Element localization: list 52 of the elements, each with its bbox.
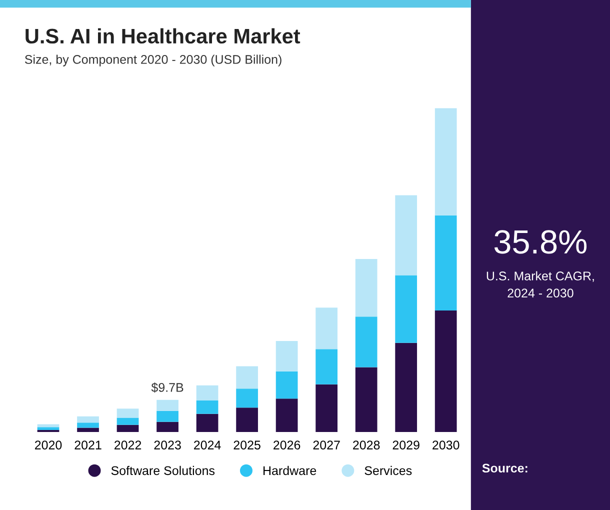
bar	[434, 108, 457, 216]
bar	[395, 342, 418, 432]
bar	[355, 259, 378, 317]
x-tick-label: 2022	[114, 440, 142, 450]
bar	[276, 371, 298, 399]
x-tick-label: 2028	[353, 440, 380, 450]
bar	[77, 422, 99, 428]
annotation: $9.7B	[151, 382, 184, 393]
bar	[316, 308, 338, 350]
bar	[316, 349, 338, 384]
bar	[196, 414, 218, 432]
text: U.S. Market CAGR, 2024 - 2030	[486, 271, 594, 298]
bar	[37, 424, 60, 428]
x-tick-label: 2020	[34, 440, 62, 450]
bar	[395, 275, 418, 343]
bar	[395, 195, 418, 276]
bar	[355, 367, 378, 432]
bar	[156, 422, 178, 432]
x-tick-label: 2029	[392, 440, 420, 450]
bar	[236, 388, 258, 408]
x-tick-label: 2026	[274, 440, 300, 450]
bar	[434, 310, 457, 432]
bar	[116, 424, 139, 432]
bar	[434, 215, 457, 311]
source-note: Source:	[482, 464, 528, 473]
chart-title: U.S. AI in Healthcare Market	[26, 28, 300, 44]
bar	[236, 366, 258, 389]
x-tick-label: 2030	[432, 440, 460, 450]
x-tick-label: 2027	[313, 440, 340, 450]
x-tick-label: 2025	[234, 440, 260, 450]
x-tick-label: 2021	[74, 440, 102, 450]
bar	[156, 410, 178, 422]
x-tick-label: 2023	[154, 440, 181, 450]
bar	[156, 400, 178, 411]
chart-subtitle: Size, by Component 2020 - 2030 (USD Billion)	[24, 54, 282, 66]
bar	[236, 408, 258, 432]
bar	[355, 316, 378, 368]
bar	[196, 400, 218, 414]
bar	[276, 398, 298, 432]
legend-label: Hardware	[264, 466, 316, 476]
bar	[77, 416, 99, 423]
bar	[196, 385, 218, 401]
bar	[116, 408, 139, 418]
legend-label: Services	[364, 466, 412, 476]
text: 35.8%	[494, 230, 587, 254]
bar	[116, 418, 139, 425]
legend-label: Software Solutions	[111, 466, 215, 476]
bar	[316, 384, 338, 432]
bar	[276, 340, 298, 372]
bar	[77, 428, 99, 432]
x-tick-label: 2024	[194, 440, 221, 450]
bar	[37, 427, 60, 430]
